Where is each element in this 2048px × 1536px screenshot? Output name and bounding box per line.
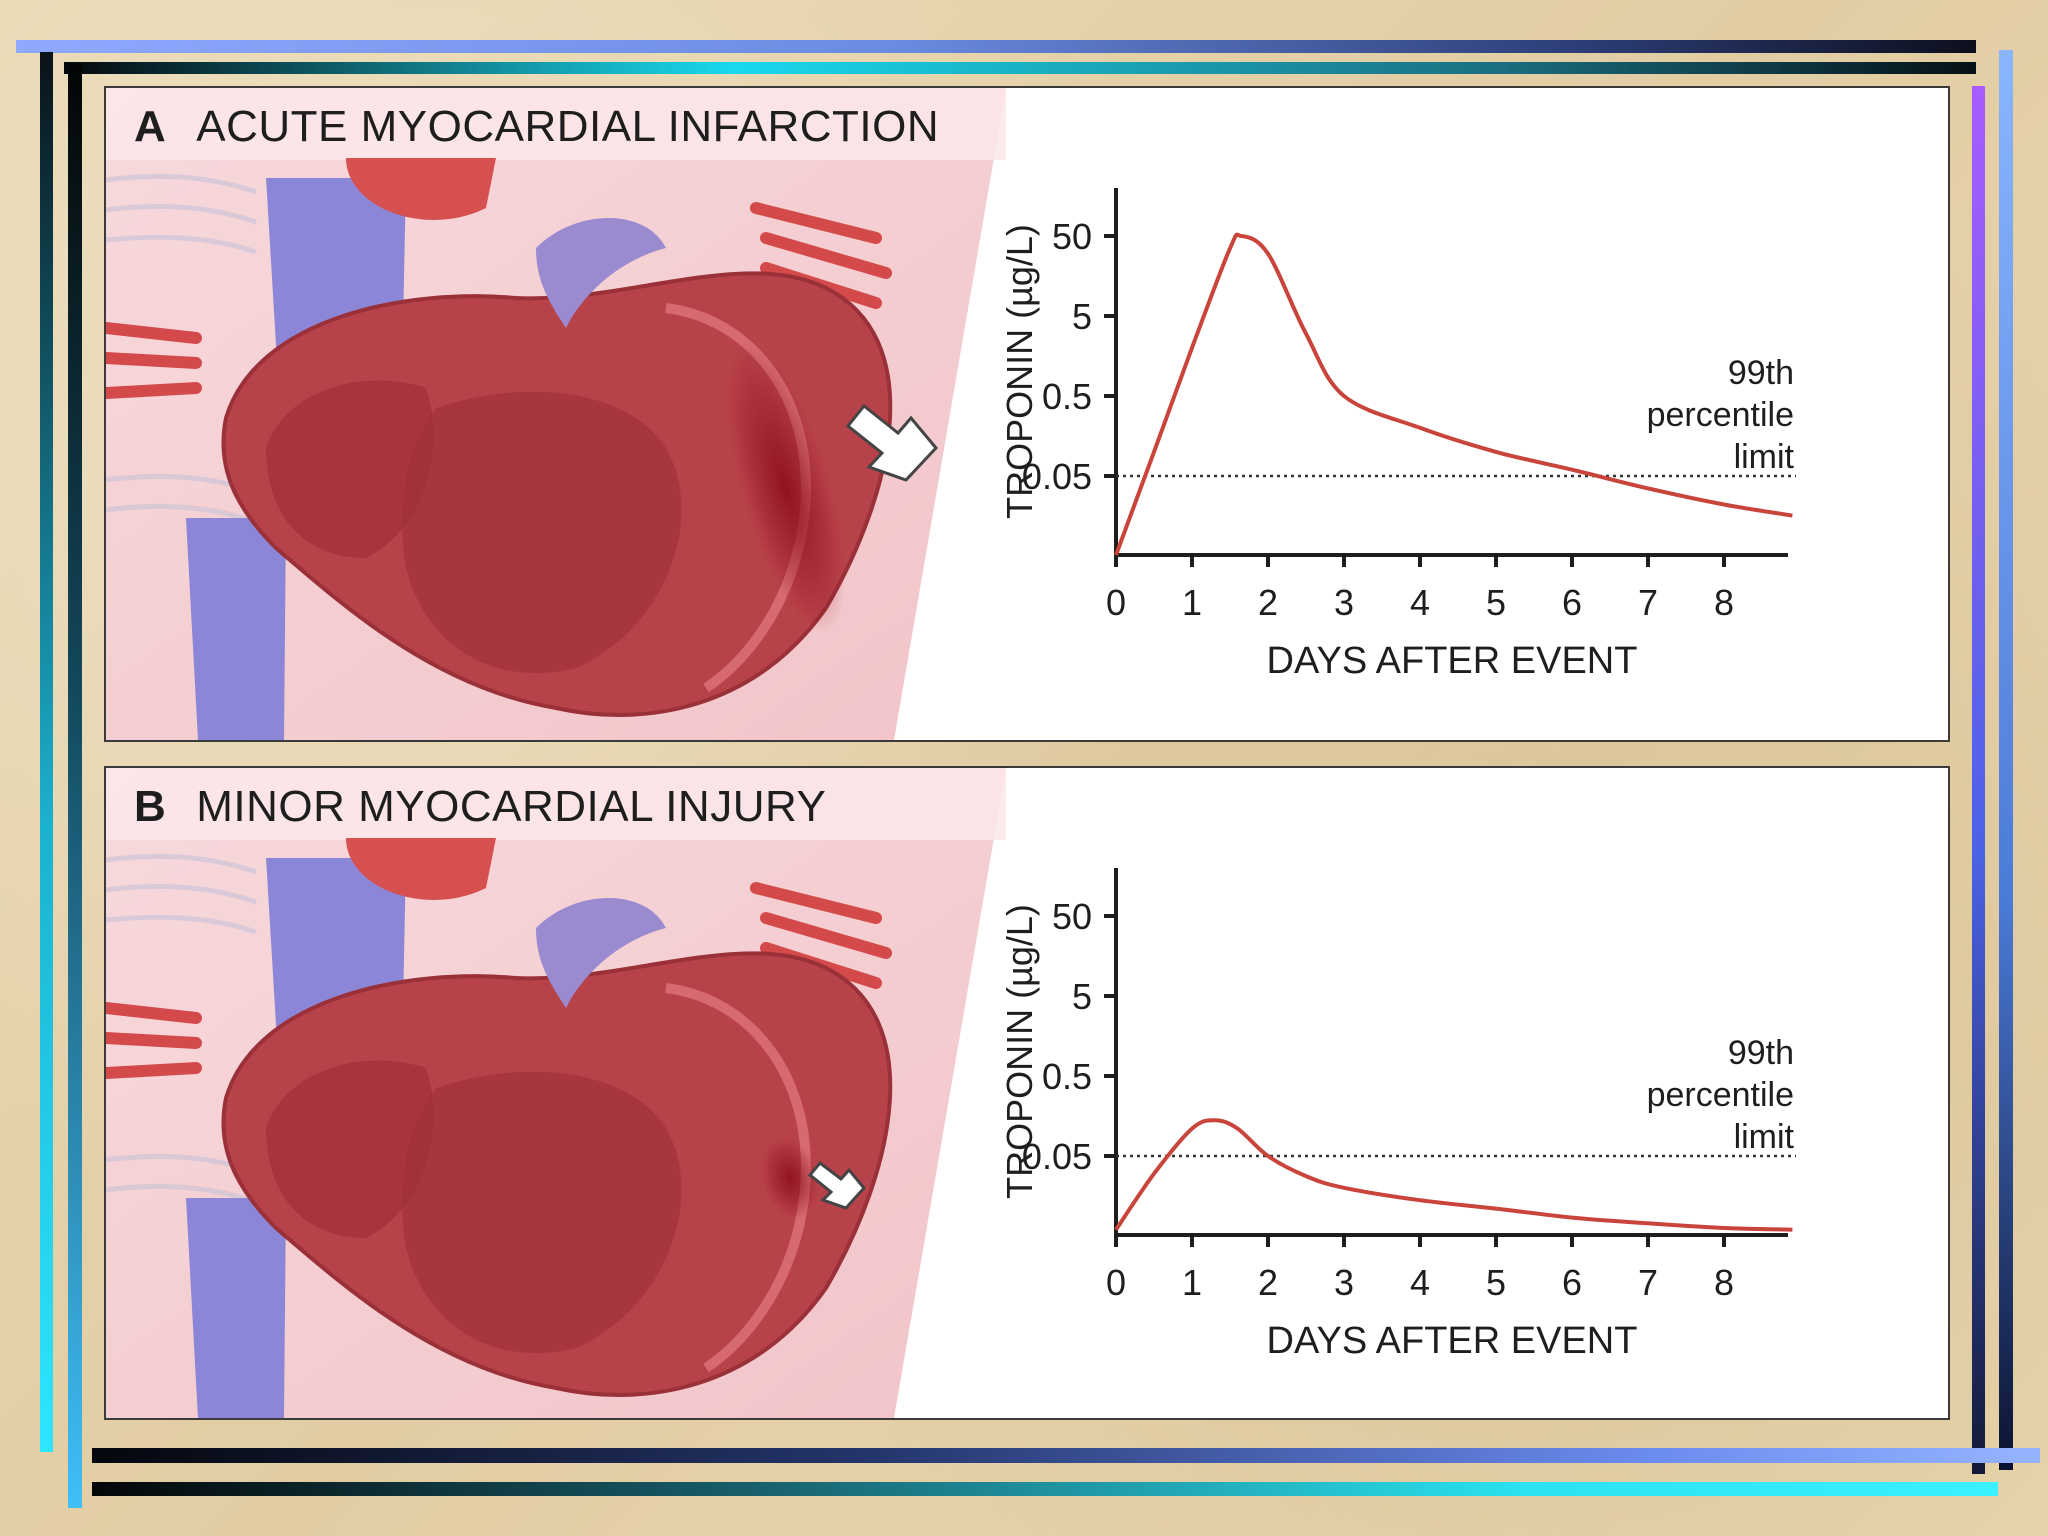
y-axis-label: TROPONIN (µg/L) (1006, 224, 1040, 519)
x-tick-label: 0 (1106, 1262, 1126, 1303)
aorta (346, 838, 496, 900)
pulmonary-artery (536, 898, 666, 1008)
ventricle (402, 1071, 682, 1354)
threshold-label: 99th (1728, 354, 1794, 392)
arrow-icon (845, 403, 939, 482)
panel-title-text: MINOR MYOCARDIAL INJURY (196, 782, 827, 831)
x-tick-label: 1 (1182, 1262, 1202, 1303)
vena-cava (186, 518, 286, 740)
panel-letter: A (134, 102, 167, 151)
panel-title: B MINOR MYOCARDIAL INJURY (134, 782, 826, 832)
frame-bar-bottom-lower (92, 1482, 1998, 1496)
arrow-icon (807, 1160, 866, 1210)
troponin-chart-infarction: 50 5 0.5 0.05 0 1 2 3 4 5 6 7 8 DAYS AFTER EVENT TROPO… (1006, 188, 1796, 682)
vena-cava (186, 1198, 286, 1418)
frame-bar-top-inner (64, 62, 1976, 74)
y-tick-label: 0.05 (1022, 1136, 1092, 1177)
infarct-area (726, 343, 846, 633)
y-tick-label: 50 (1052, 216, 1092, 257)
y-tick-label: 0.05 (1022, 456, 1092, 497)
x-tick-label: 3 (1334, 1262, 1354, 1303)
troponin-chart-minor-injury: 50 5 0.5 0.05 0 1 2 3 4 5 6 7 8 DAYS AFTER EVENT TROPO… (1006, 868, 1796, 1362)
frame-bar-right-inner (1972, 86, 1985, 1474)
x-axis-label: DAYS AFTER EVENT (1267, 640, 1638, 682)
threshold-label: limit (1734, 1118, 1795, 1156)
y-tick-label: 50 (1052, 896, 1092, 937)
x-tick-label: 5 (1486, 1262, 1506, 1303)
x-tick-label: 8 (1714, 582, 1734, 623)
threshold-label: percentile (1647, 1076, 1794, 1114)
x-tick-label: 0 (1106, 582, 1126, 623)
y-tick-label: 0.5 (1042, 376, 1092, 417)
heart-illustration-minor-injury (106, 768, 1006, 1418)
y-tick-label: 5 (1072, 976, 1092, 1017)
frame-bar-top-outer (16, 40, 1976, 53)
frame-bar-left-inner (68, 64, 82, 1508)
title-banner (106, 88, 1006, 160)
frame-bar-bottom-upper (92, 1448, 2040, 1463)
right-atrium (266, 1060, 434, 1238)
threshold-label: 99th (1728, 1034, 1794, 1072)
troponin-curve (1114, 1118, 1793, 1232)
panel-minor-myocardial-injury: B MINOR MYOCARDIAL INJURY 50 5 0.5 0.05 0 1 2 3 4… (104, 766, 1950, 1420)
aorta (346, 158, 496, 220)
panel-title: A ACUTE MYOCARDIAL INFARCTION (134, 102, 939, 152)
x-tick-label: 6 (1562, 1262, 1582, 1303)
panel-acute-myocardial-infarction: A ACUTE MYOCARDIAL INFARCTION 50 5 0.5 0.05 0… (104, 86, 1950, 742)
panel-title-text: ACUTE MYOCARDIAL INFARCTION (196, 102, 940, 151)
pulmonary-artery (536, 218, 666, 328)
x-tick-label: 2 (1258, 582, 1278, 623)
x-axis-label: DAYS AFTER EVENT (1267, 1320, 1638, 1362)
troponin-curve (1114, 232, 1793, 556)
y-tick-label: 5 (1072, 296, 1092, 337)
x-tick-label: 7 (1638, 1262, 1658, 1303)
x-tick-label: 5 (1486, 582, 1506, 623)
x-tick-label: 6 (1562, 582, 1582, 623)
threshold-label: limit (1734, 438, 1795, 476)
x-tick-label: 4 (1410, 582, 1430, 623)
x-tick-label: 3 (1334, 582, 1354, 623)
ventricle (402, 391, 682, 674)
y-axis-label: TROPONIN (µg/L) (1006, 904, 1040, 1199)
x-tick-label: 2 (1258, 1262, 1278, 1303)
frame-bar-left-outer (40, 52, 53, 1452)
x-tick-label: 4 (1410, 1262, 1430, 1303)
title-banner (106, 768, 1006, 840)
panel-letter: B (134, 782, 167, 831)
x-tick-label: 8 (1714, 1262, 1734, 1303)
right-atrium (266, 380, 434, 558)
y-tick-label: 0.5 (1042, 1056, 1092, 1097)
heart-illustration-infarction (106, 88, 1006, 740)
x-tick-label: 1 (1182, 582, 1202, 623)
x-tick-label: 7 (1638, 582, 1658, 623)
threshold-label: percentile (1647, 396, 1794, 434)
frame-bar-right-outer (1999, 50, 2013, 1470)
injury-area (760, 1136, 820, 1220)
